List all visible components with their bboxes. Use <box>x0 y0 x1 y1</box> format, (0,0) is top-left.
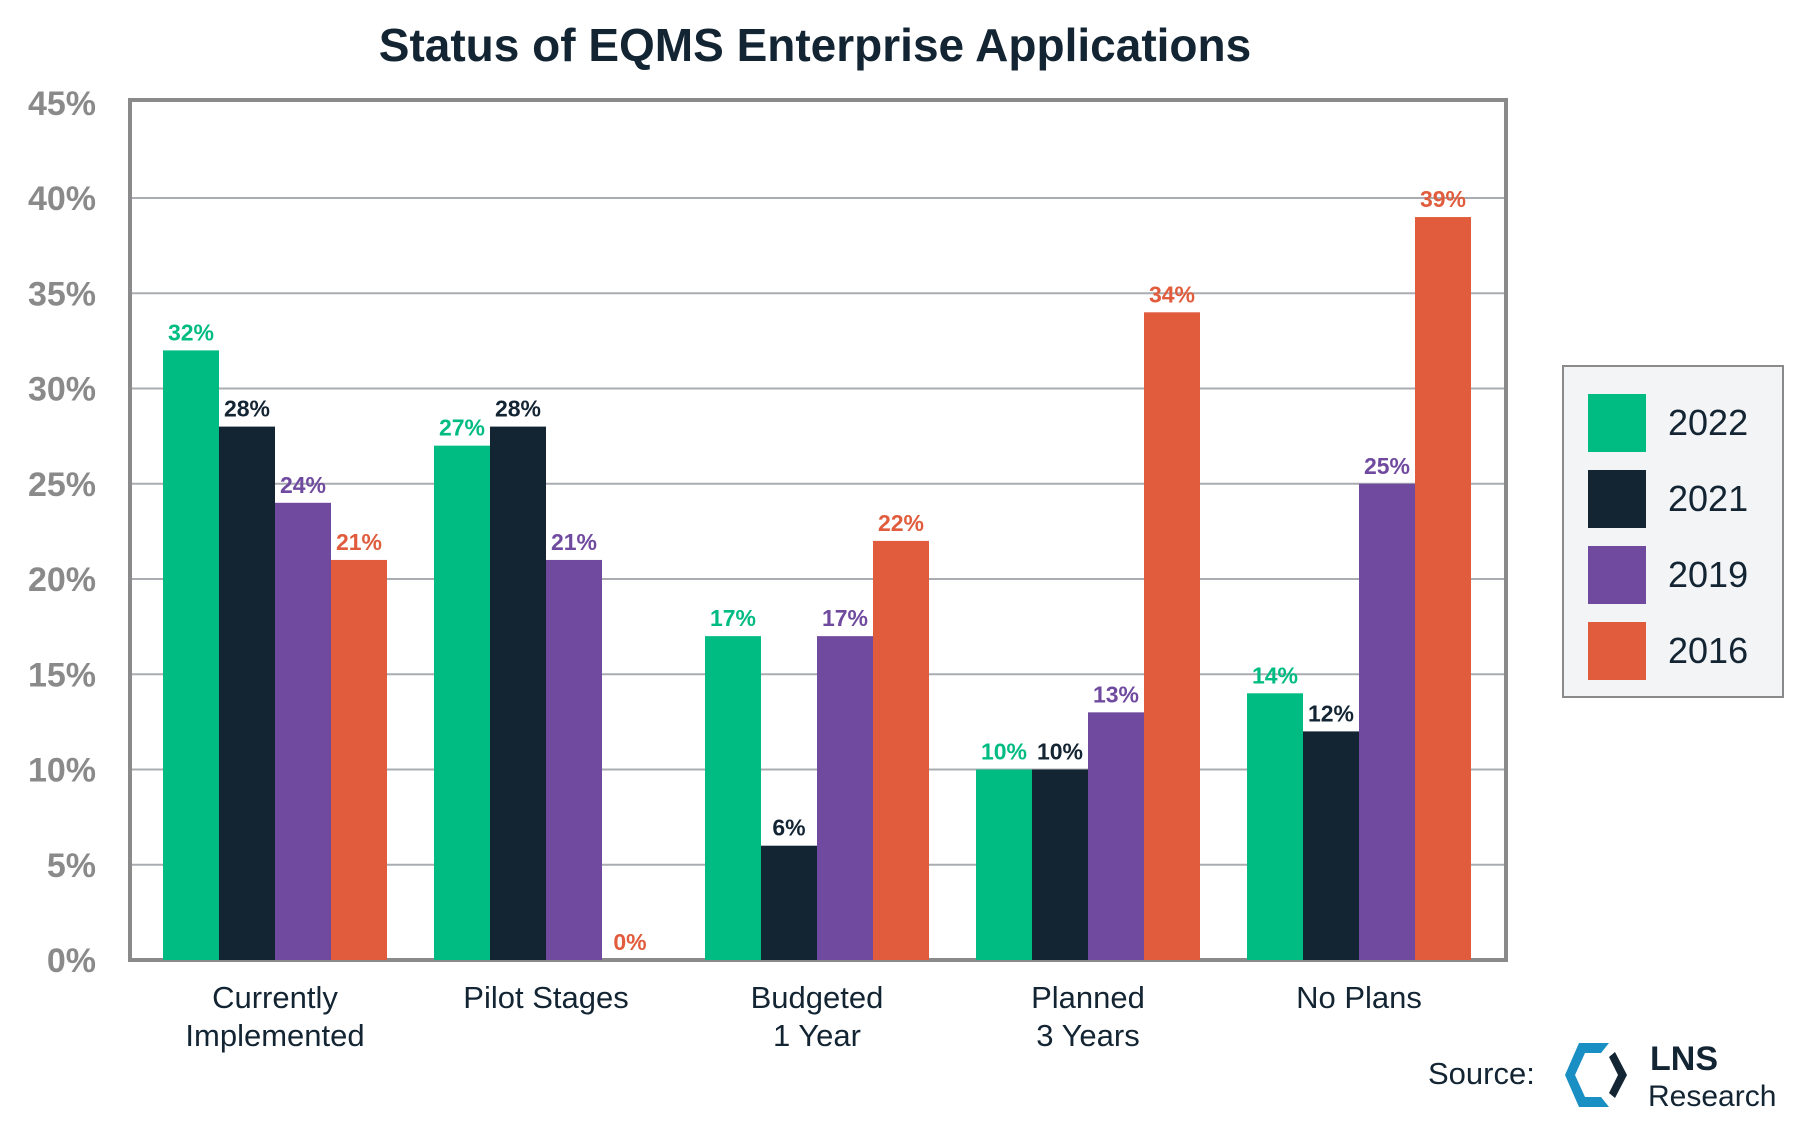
data-label: 10% <box>981 739 1027 765</box>
bar-2021 <box>761 845 817 960</box>
legend-item-2021: 2021 <box>1588 469 1748 529</box>
logo-text-lns: LNS <box>1650 1040 1718 1078</box>
chart-title: Status of EQMS Enterprise Applications <box>378 19 1252 71</box>
y-tick-label: 25% <box>28 466 96 504</box>
legend-swatch <box>1588 470 1646 528</box>
y-tick-label: 30% <box>28 371 96 409</box>
data-label: 27% <box>439 415 485 441</box>
legend-item-2022: 2022 <box>1588 393 1748 453</box>
bar-2022 <box>1247 693 1303 960</box>
data-label: 6% <box>772 815 805 841</box>
data-label: 17% <box>822 605 868 631</box>
logo-text-research: Research <box>1648 1080 1777 1113</box>
y-tick-label: 45% <box>28 85 96 123</box>
category-label: Currently Implemented <box>185 980 364 1053</box>
legend-swatch <box>1588 394 1646 452</box>
bar-2021 <box>1303 731 1359 960</box>
bar-2022 <box>434 445 490 960</box>
legend-item-2016: 2016 <box>1588 621 1748 681</box>
data-label: 22% <box>878 510 924 536</box>
bar-2019 <box>275 502 331 960</box>
data-label: 39% <box>1420 186 1466 212</box>
data-label: 28% <box>224 396 270 422</box>
data-label: 12% <box>1308 700 1354 726</box>
legend-item-2019: 2019 <box>1588 545 1748 605</box>
legend-label: 2016 <box>1668 630 1749 671</box>
data-label: 25% <box>1364 453 1410 479</box>
data-label: 13% <box>1093 681 1139 707</box>
category-label: Budgeted 1 Year <box>751 980 884 1053</box>
data-label: 28% <box>495 396 541 422</box>
y-tick-label: 20% <box>28 561 96 599</box>
y-tick-label: 15% <box>28 656 96 694</box>
bar-2016 <box>1144 312 1200 960</box>
bar-2021 <box>219 426 275 961</box>
bar-2019 <box>817 636 873 960</box>
legend-label: 2022 <box>1668 402 1749 443</box>
data-label: 0% <box>613 929 646 955</box>
bar-2021 <box>1032 769 1088 960</box>
data-label: 17% <box>710 605 756 631</box>
bar-2019 <box>1088 712 1144 960</box>
bar-2022 <box>705 636 761 960</box>
legend-swatch <box>1588 622 1646 680</box>
data-label: 21% <box>551 529 597 555</box>
source-label: Source: <box>1428 1056 1535 1091</box>
bar-2016 <box>331 559 387 960</box>
y-tick-label: 35% <box>28 275 96 313</box>
category-label: No Plans <box>1296 980 1422 1015</box>
data-label: 10% <box>1037 739 1083 765</box>
bar-2019 <box>546 559 602 960</box>
bar-2016 <box>873 540 929 960</box>
data-label: 21% <box>336 529 382 555</box>
y-tick-label: 0% <box>47 942 96 980</box>
bar-2022 <box>976 769 1032 960</box>
category-label: Planned 3 Years <box>1031 980 1145 1053</box>
legend: 2022 2021 2019 2016 <box>1562 365 1784 698</box>
legend-label: 2021 <box>1668 478 1749 519</box>
legend-label: 2019 <box>1668 554 1749 595</box>
legend-swatch <box>1588 546 1646 604</box>
data-label: 24% <box>280 472 326 498</box>
category-label: Pilot Stages <box>463 980 628 1015</box>
lns-logo-icon <box>1565 1043 1627 1107</box>
bar-2016 <box>1415 217 1471 961</box>
data-label: 34% <box>1149 281 1195 307</box>
bar-2021 <box>490 426 546 961</box>
bar-2022 <box>163 350 219 960</box>
y-tick-label: 5% <box>47 847 96 885</box>
y-tick-label: 40% <box>28 180 96 218</box>
data-label: 32% <box>168 319 214 345</box>
bar-2019 <box>1359 483 1415 960</box>
data-label: 14% <box>1252 662 1298 688</box>
y-tick-label: 10% <box>28 752 96 790</box>
